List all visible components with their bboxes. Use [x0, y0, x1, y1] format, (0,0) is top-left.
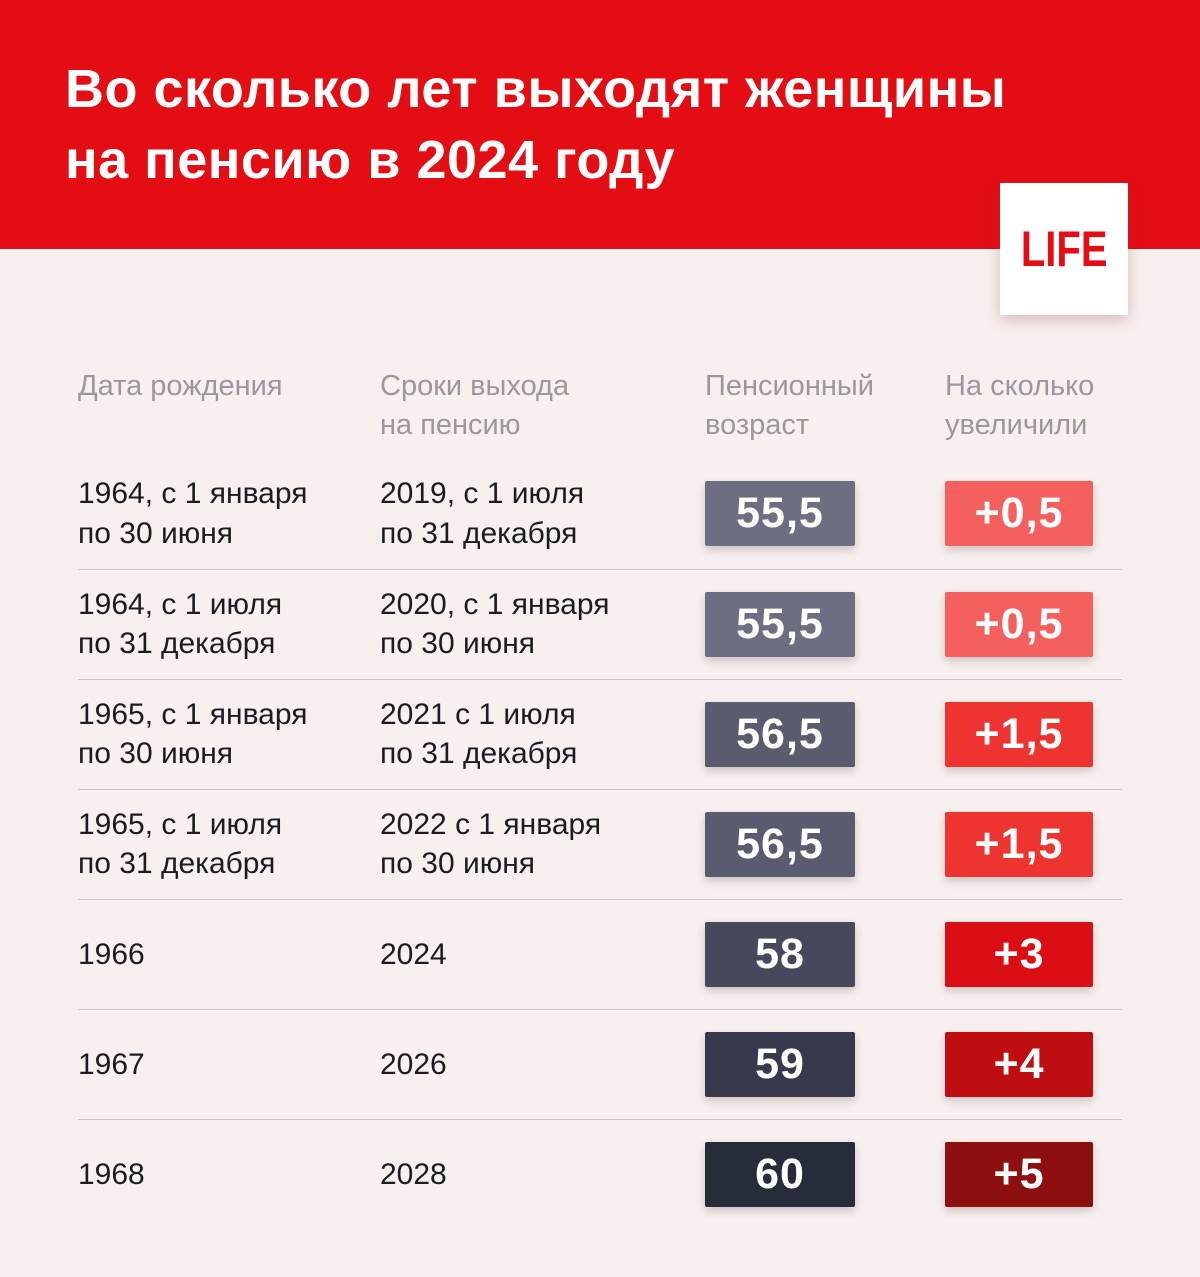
table-row: 1965, с 1 января по 30 июня 2021 с 1 июл… [78, 678, 1122, 789]
retirement-period-cell: 2019, с 1 июля по 31 декабря [380, 477, 585, 550]
table-header-row: Дата рождения Сроки выхода на пенсию Пен… [78, 367, 1122, 446]
retirement-period-cell: 2028 [380, 1157, 447, 1191]
pension-age-badge: 55,5 [705, 481, 855, 547]
birth-date-cell: 1965, с 1 июля по 31 декабря [78, 807, 283, 881]
retirement-period-cell: 2021 с 1 июля по 31 декабря [380, 697, 578, 771]
birth-date-cell: 1964, с 1 января по 30 июня [78, 477, 308, 550]
column-header-birth-date: Дата рождения [78, 370, 283, 402]
table-row: 1968 2028 60 +5 [78, 1118, 1122, 1229]
table-row: 1964, с 1 июля по 31 декабря 2020, с 1 я… [78, 568, 1122, 679]
retirement-period-cell: 2020, с 1 января по 30 июня [380, 587, 610, 661]
birth-date-cell: 1967 [78, 1047, 145, 1081]
birth-date-cell: 1966 [78, 937, 145, 971]
retirement-period-cell: 2024 [380, 937, 447, 971]
increase-badge: +3 [945, 921, 1093, 987]
retirement-period-cell: 2026 [380, 1047, 447, 1081]
column-header-retirement-period: Сроки выхода на пенсию [380, 370, 570, 442]
pension-age-badge: 56,5 [705, 701, 855, 767]
birth-date-cell: 1968 [78, 1157, 145, 1191]
pension-age-badge: 59 [705, 1031, 855, 1097]
pension-table: Дата рождения Сроки выхода на пенсию Пен… [78, 367, 1122, 1229]
increase-badge: +4 [945, 1031, 1093, 1097]
birth-date-cell: 1964, с 1 июля по 31 декабря [78, 587, 283, 661]
table-row: 1965, с 1 июля по 31 декабря 2022 с 1 ян… [78, 788, 1122, 899]
life-logo-text: LIFE [1020, 221, 1108, 277]
increase-badge: +1,5 [945, 701, 1093, 767]
header-banner: Во сколько лет выходят женщины на пенсию… [0, 0, 1200, 249]
increase-badge: +0,5 [945, 481, 1093, 547]
column-header-increase: На сколько увеличили [945, 370, 1095, 442]
table-row: 1964, с 1 января по 30 июня 2019, с 1 ию… [78, 459, 1122, 569]
table-row: 1967 2026 59 +4 [78, 1008, 1122, 1119]
page-title: Во сколько лет выходят женщины на пенсию… [65, 59, 1007, 191]
increase-badge: +0,5 [945, 591, 1093, 657]
column-header-pension-age: Пенсионный возраст [705, 370, 874, 442]
birth-date-cell: 1965, с 1 января по 30 июня [78, 697, 308, 771]
retirement-period-cell: 2022 с 1 января по 30 июня [380, 807, 602, 881]
increase-badge: +5 [945, 1141, 1093, 1207]
pension-age-badge: 60 [705, 1141, 855, 1207]
pension-age-badge: 55,5 [705, 591, 855, 657]
increase-badge: +1,5 [945, 811, 1093, 877]
life-logo: LIFE [1000, 183, 1128, 315]
pension-age-badge: 58 [705, 921, 855, 987]
table-row: 1966 2024 58 +3 [78, 898, 1122, 1009]
pension-age-badge: 56,5 [705, 811, 855, 877]
